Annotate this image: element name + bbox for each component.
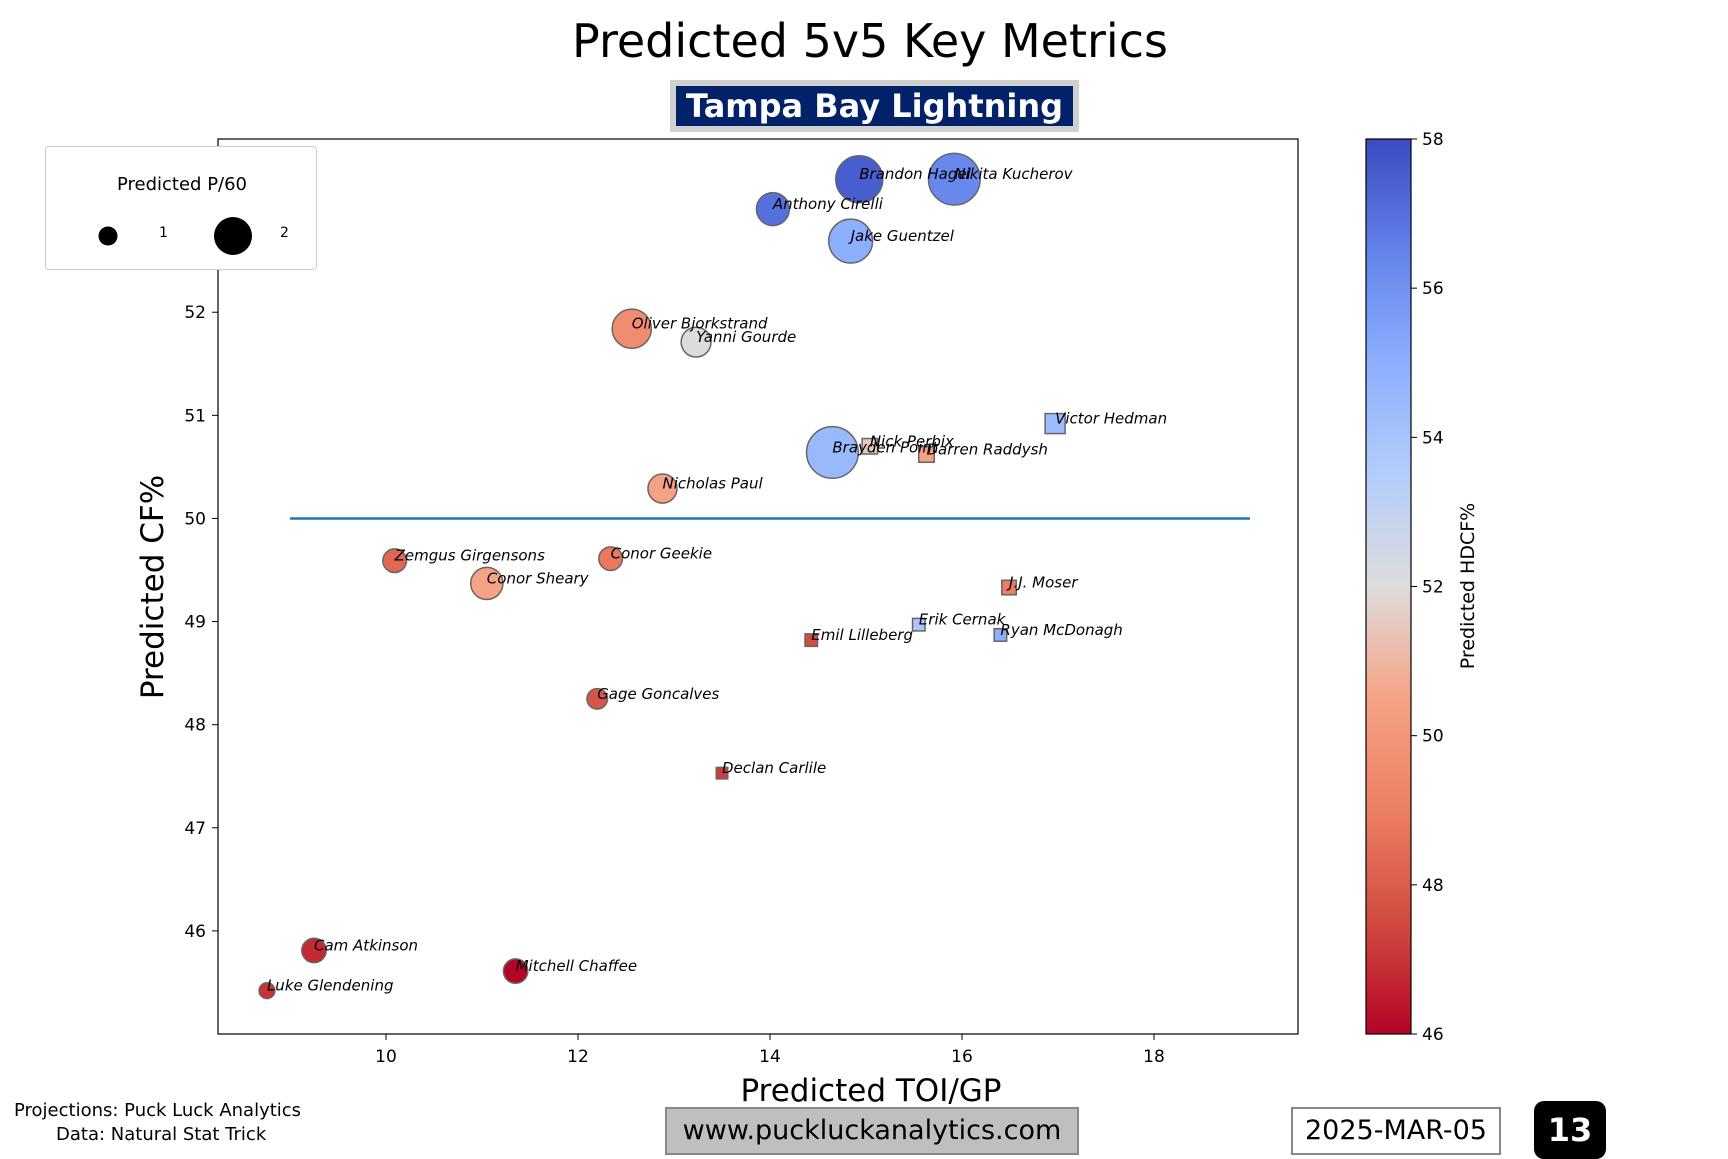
point-label: Ryan McDonagh [1000,621,1122,639]
y-tick-label: 46 [184,922,206,942]
legend-label-2: 2 [280,225,289,241]
data-point-square [993,627,1008,642]
data-point-circle [382,548,408,574]
data-point-circle [502,958,529,985]
point-label: Anthony Cirelli [772,195,884,213]
x-tick-label: 12 [567,1047,589,1067]
data-point-circle [469,566,504,601]
colorbar-tick-label: 52 [1422,578,1444,598]
x-axis-label: Predicted TOI/GP [740,1073,1001,1109]
colorbar-tick-label: 50 [1422,727,1444,747]
point-label: Declan Carlile [722,759,826,777]
point-label: Brandon Hagel [859,165,971,183]
x-tick-label: 14 [759,1047,781,1067]
point-label: J.J. Moser [1006,574,1078,592]
data-point-circle [611,308,653,350]
point-label: Mitchell Chaffee [516,957,638,975]
y-tick-label: 48 [184,716,206,736]
point-label: Emil Lilleberg [811,626,913,644]
data-point-circle [755,191,791,227]
x-tick-label: 18 [1143,1047,1165,1067]
point-label: Yanni Gourde [696,328,796,346]
colorbar-tick-label: 48 [1422,876,1444,896]
point-label: Erik Cernak [919,611,1007,629]
website-link[interactable]: www.puckluckanalytics.com [665,1107,1079,1155]
colorbar-tick-label: 58 [1422,130,1444,150]
y-tick-label: 50 [184,509,206,529]
point-label: Nick Perbix [870,432,954,450]
data-point-square [1044,412,1066,435]
size-legend: Predicted P/60 1 2 [45,146,317,270]
legend-marker-small [98,226,118,246]
y-tick-label: 52 [184,303,206,323]
point-label: Oliver Bjorkstrand [632,315,768,333]
data-point-square [861,437,879,455]
y-tick-label: 47 [184,819,206,839]
y-tick-label: 49 [184,613,206,633]
legend-marker-large [214,217,252,255]
data-point-square [715,766,729,780]
x-tick-label: 16 [951,1047,973,1067]
data-point-circle [680,326,712,358]
point-label: Cam Atkinson [314,936,418,954]
source-projections: Projections: Puck Luck Analytics [14,1100,302,1121]
data-point-square [917,446,935,464]
point-label: Jake Guentzel [848,227,955,245]
chart-title: Predicted 5v5 Key Metrics [572,14,1168,68]
point-label: Victor Hedman [1055,410,1167,428]
data-point-square [911,617,926,632]
colorbar-label: Predicted HDCF% [1457,503,1479,669]
data-point-circle [301,937,327,964]
data-point-circle [805,425,859,480]
data-point-circle [598,546,624,572]
colorbar-tick-label: 56 [1422,279,1444,299]
x-tick-label: 10 [375,1047,397,1067]
data-point-circle [647,473,678,504]
data-point-circle [258,982,276,1000]
colorbar-tick-label: 46 [1422,1025,1444,1045]
data-point-circle [927,152,981,206]
colorbar [1365,138,1412,1035]
point-label: Zemgus Girgensons [394,547,545,565]
point-label: Conor Geekie [611,545,712,563]
y-tick-label: 51 [184,406,206,426]
legend-title: Predicted P/60 [116,174,248,195]
team-banner: Tampa Bay Lightning [670,80,1080,132]
data-point-square [1001,579,1018,596]
plot-frame [217,138,1299,1035]
data-point-circle [586,687,609,710]
number-badge: 13 [1534,1101,1606,1159]
point-label: Darren Raddysh [926,441,1047,459]
point-label: Nicholas Paul [662,475,763,493]
legend-label-1: 1 [159,225,168,241]
source-data: Data: Natural Stat Trick [56,1124,267,1145]
y-axis-label: Predicted CF% [135,475,171,699]
point-label: Luke Glendening [267,977,394,995]
point-label: Nikita Kucherov [954,165,1073,183]
point-label: Gage Goncalves [597,685,719,703]
data-point-square [804,633,819,648]
data-point-circle [835,154,884,204]
colorbar-tick-label: 54 [1422,428,1444,448]
point-label: Conor Sheary [487,569,590,587]
data-point-circle [827,218,874,264]
date-box: 2025-MAR-05 [1291,1107,1501,1155]
point-label: Brayden Point [832,438,938,456]
